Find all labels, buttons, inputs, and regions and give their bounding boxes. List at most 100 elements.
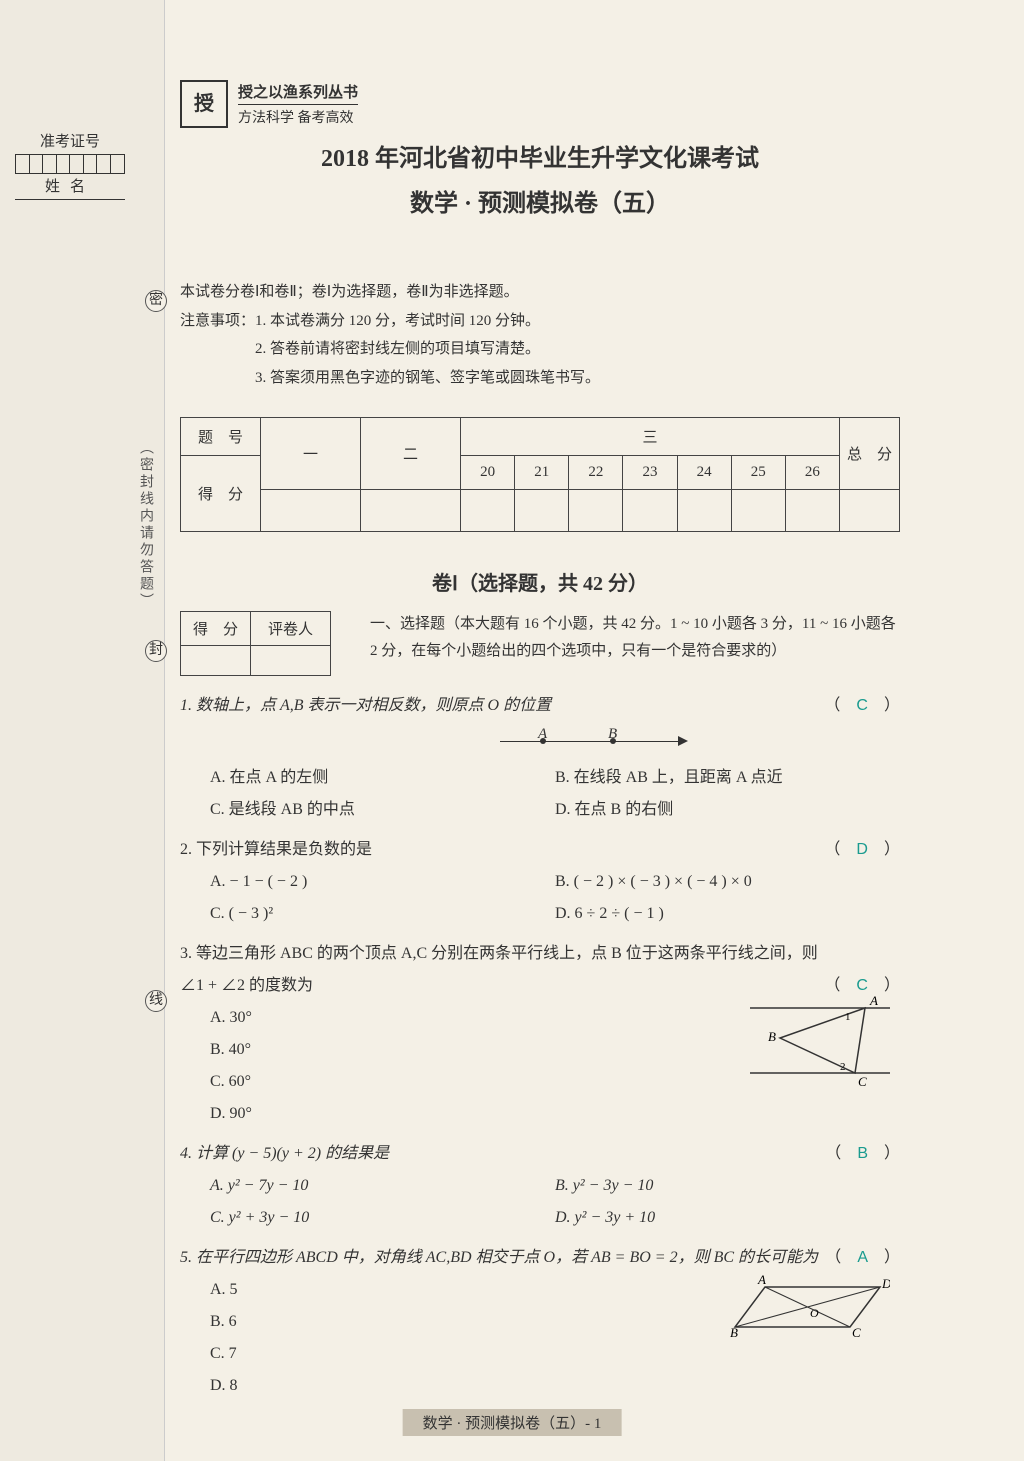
seal-circle-feng: 封 [145,640,167,662]
score-table: 题 号 一 二 三 总 分 得 分 20 21 22 23 24 25 26 [180,417,900,532]
instr-line3: 2. 答卷前请将密封线左侧的项目填写清楚。 [180,335,900,364]
divider [238,104,358,105]
q5-optC: C. 7 [210,1338,900,1370]
seal-warning: （密封线内请勿答题） [135,440,155,610]
grader-box: 得 分 评卷人 [180,611,331,676]
id-cell[interactable] [30,155,44,173]
blank[interactable] [251,646,331,676]
question-5: 5. 在平行四边形 ABCD 中，对角线 AC,BD 相交于点 O，若 AB =… [180,1242,900,1402]
sub-25: 25 [731,456,785,490]
label-A: A [538,719,547,749]
para-O: O [810,1306,819,1320]
id-cell[interactable] [57,155,71,173]
q4-optC: C. y² + 3y − 10 [210,1202,555,1234]
th-label: 题 号 [181,418,261,456]
q1-options: A. 在点 A 的左侧 B. 在线段 AB 上，且距离 A 点近 C. 是线段 … [180,762,900,826]
angle-1: 1 [845,1011,851,1023]
id-cell[interactable] [111,155,124,173]
q2-optD: D. 6 ÷ 2 ÷ ( − 1 ) [555,898,900,930]
sub-20: 20 [461,456,515,490]
sub-26: 26 [785,456,839,490]
q3-answer: C [856,977,868,994]
instr-line1: 本试卷分卷Ⅰ和卷Ⅱ；卷Ⅰ为选择题，卷Ⅱ为非选择题。 [180,278,900,307]
q1-optA: A. 在点 A 的左侧 [210,762,555,794]
q5-answer: A [857,1249,868,1266]
q5-text: 5. 在平行四边形 ABCD 中，对角线 AC,BD 相交于点 O，若 AB =… [180,1242,900,1274]
question-3: 3. 等边三角形 ABC 的两个顶点 A,C 分别在两条平行线上，点 B 位于这… [180,938,900,1130]
label-B: B [608,719,617,749]
para-A: A [757,1272,766,1287]
series-subtitle: 方法科学 备考高效 [238,107,358,127]
main-content: 授 授之以渔系列丛书 方法科学 备考高效 2018 年河北省初中毕业生升学文化课… [180,80,900,1410]
id-cell[interactable] [43,155,57,173]
triangle-diagram: A B C 1 2 [750,993,890,1088]
triangle-svg: A B C 1 2 [750,993,890,1088]
id-cell[interactable] [16,155,30,173]
blank[interactable] [677,490,731,532]
id-cell[interactable] [97,155,111,173]
sub-24: 24 [677,456,731,490]
blank[interactable] [261,490,361,532]
id-cell[interactable] [84,155,98,173]
q2-options: A. − 1 − ( − 2 ) B. ( − 2 ) × ( − 3 ) × … [180,866,900,930]
question-1: 1. 数轴上，点 A,B 表示一对相反数，则原点 O 的位置 （ C ） A B… [180,690,900,826]
left-margin: 准考证号 姓名 （密封线内请勿答题） [0,0,165,1461]
grader-person-label: 评卷人 [251,612,331,646]
desc-text: （本大题有 16 个小题，共 42 分。1 ~ 10 小题各 3 分，11 ~ … [370,616,896,659]
arrow-icon [678,736,688,746]
exam-id-grid[interactable] [15,154,125,174]
blank[interactable] [181,646,251,676]
col-total: 总 分 [840,418,900,490]
instr-label: 注意事项： [180,313,255,329]
id-cell[interactable] [70,155,84,173]
col-1: 一 [261,418,361,490]
q1-optD: D. 在点 B 的右侧 [555,794,900,826]
q2-optB: B. ( − 2 ) × ( − 3 ) × ( − 4 ) × 0 [555,866,900,898]
q2-text: 2. 下列计算结果是负数的是 [180,834,900,866]
header-row: 授 授之以渔系列丛书 方法科学 备考高效 [180,80,900,128]
desc-label: 一、选择题 [370,616,445,632]
blank[interactable] [515,490,569,532]
grader-score-label: 得 分 [181,612,251,646]
col-3: 三 [461,418,840,456]
section-1-desc: 一、选择题（本大题有 16 个小题，共 42 分。1 ~ 10 小题各 3 分，… [370,611,900,665]
exam-id-label: 准考证号 [15,130,125,151]
blank[interactable] [785,490,839,532]
q1-text: 1. 数轴上，点 A,B 表示一对相反数，则原点 O 的位置 [180,690,900,722]
tri-B: B [768,1029,776,1044]
blank[interactable] [731,490,785,532]
q2-answer-blank: （ D ） [824,834,900,866]
parallelogram-diagram: A D B C O [730,1272,890,1342]
q2-optC: C. ( − 3 )² [210,898,555,930]
blank[interactable] [840,490,900,532]
q1-optB: B. 在线段 AB 上，且距离 A 点近 [555,762,900,794]
question-4: 4. 计算 (y − 5)(y + 2) 的结果是 （ B ） A. y² − … [180,1138,900,1234]
blank[interactable] [623,490,677,532]
instr-1: 1. 本试卷满分 120 分，考试时间 120 分钟。 [255,313,540,329]
sub-21: 21 [515,456,569,490]
question-2: 2. 下列计算结果是负数的是 （ D ） A. − 1 − ( − 2 ) B.… [180,834,900,930]
logo-icon: 授 [180,80,228,128]
seal-circle-xian: 线 [145,990,167,1012]
para-D: D [881,1276,890,1291]
q1-stem: 1. 数轴上，点 A,B 表示一对相反数，则原点 O 的位置 [180,697,551,714]
q2-optA: A. − 1 − ( − 2 ) [210,866,555,898]
blank[interactable] [461,490,515,532]
q2-answer: D [856,841,868,858]
number-line-diagram: A B [500,727,700,757]
series-block: 授之以渔系列丛书 方法科学 备考高效 [238,81,358,127]
exam-id-box: 准考证号 [15,130,125,174]
name-label[interactable]: 姓名 [15,175,125,200]
blank[interactable] [361,490,461,532]
q3-optD: D. 90° [210,1098,900,1130]
exam-page: 准考证号 姓名 （密封线内请勿答题） 密 封 线 授 授之以渔系列丛书 方法科学… [0,0,1024,1461]
sub-title: 数学 · 预测模拟卷（五） [180,183,900,218]
tri-A: A [869,993,878,1008]
q1-answer: C [856,697,868,714]
q4-options: A. y² − 7y − 10 B. y² − 3y − 10 C. y² + … [180,1170,900,1234]
series-text: 授之以渔系列丛书 [238,81,358,102]
q4-optD: D. y² − 3y + 10 [555,1202,900,1234]
q4-optA: A. y² − 7y − 10 [210,1170,555,1202]
q4-text: 4. 计算 (y − 5)(y + 2) 的结果是 [180,1138,900,1170]
blank[interactable] [569,490,623,532]
